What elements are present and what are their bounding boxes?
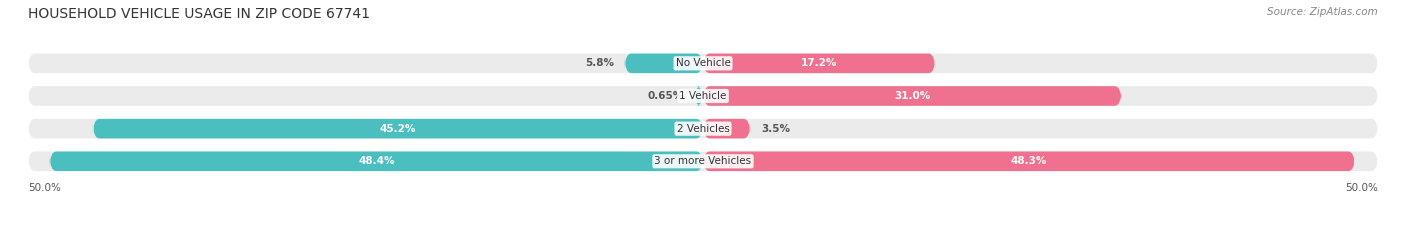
FancyBboxPatch shape [703,119,751,139]
Text: 50.0%: 50.0% [28,183,60,193]
FancyBboxPatch shape [703,86,1122,106]
Text: 50.0%: 50.0% [1346,183,1378,193]
Text: 5.8%: 5.8% [585,58,614,68]
Text: 48.4%: 48.4% [359,156,395,166]
FancyBboxPatch shape [49,151,703,171]
FancyBboxPatch shape [28,86,1378,106]
Text: 1 Vehicle: 1 Vehicle [679,91,727,101]
FancyBboxPatch shape [703,54,935,73]
Text: 3.5%: 3.5% [761,124,790,134]
Text: 31.0%: 31.0% [894,91,931,101]
Text: 45.2%: 45.2% [380,124,416,134]
Text: 2 Vehicles: 2 Vehicles [676,124,730,134]
Text: HOUSEHOLD VEHICLE USAGE IN ZIP CODE 67741: HOUSEHOLD VEHICLE USAGE IN ZIP CODE 6774… [28,7,370,21]
FancyBboxPatch shape [93,119,703,139]
Text: 0.65%: 0.65% [647,91,683,101]
FancyBboxPatch shape [703,151,1355,171]
FancyBboxPatch shape [624,54,703,73]
Text: Source: ZipAtlas.com: Source: ZipAtlas.com [1267,7,1378,17]
Text: No Vehicle: No Vehicle [675,58,731,68]
FancyBboxPatch shape [28,119,1378,139]
Text: 17.2%: 17.2% [801,58,837,68]
FancyBboxPatch shape [28,54,1378,73]
FancyBboxPatch shape [695,86,703,106]
Text: 48.3%: 48.3% [1011,156,1047,166]
FancyBboxPatch shape [28,151,1378,171]
Text: 3 or more Vehicles: 3 or more Vehicles [654,156,752,166]
